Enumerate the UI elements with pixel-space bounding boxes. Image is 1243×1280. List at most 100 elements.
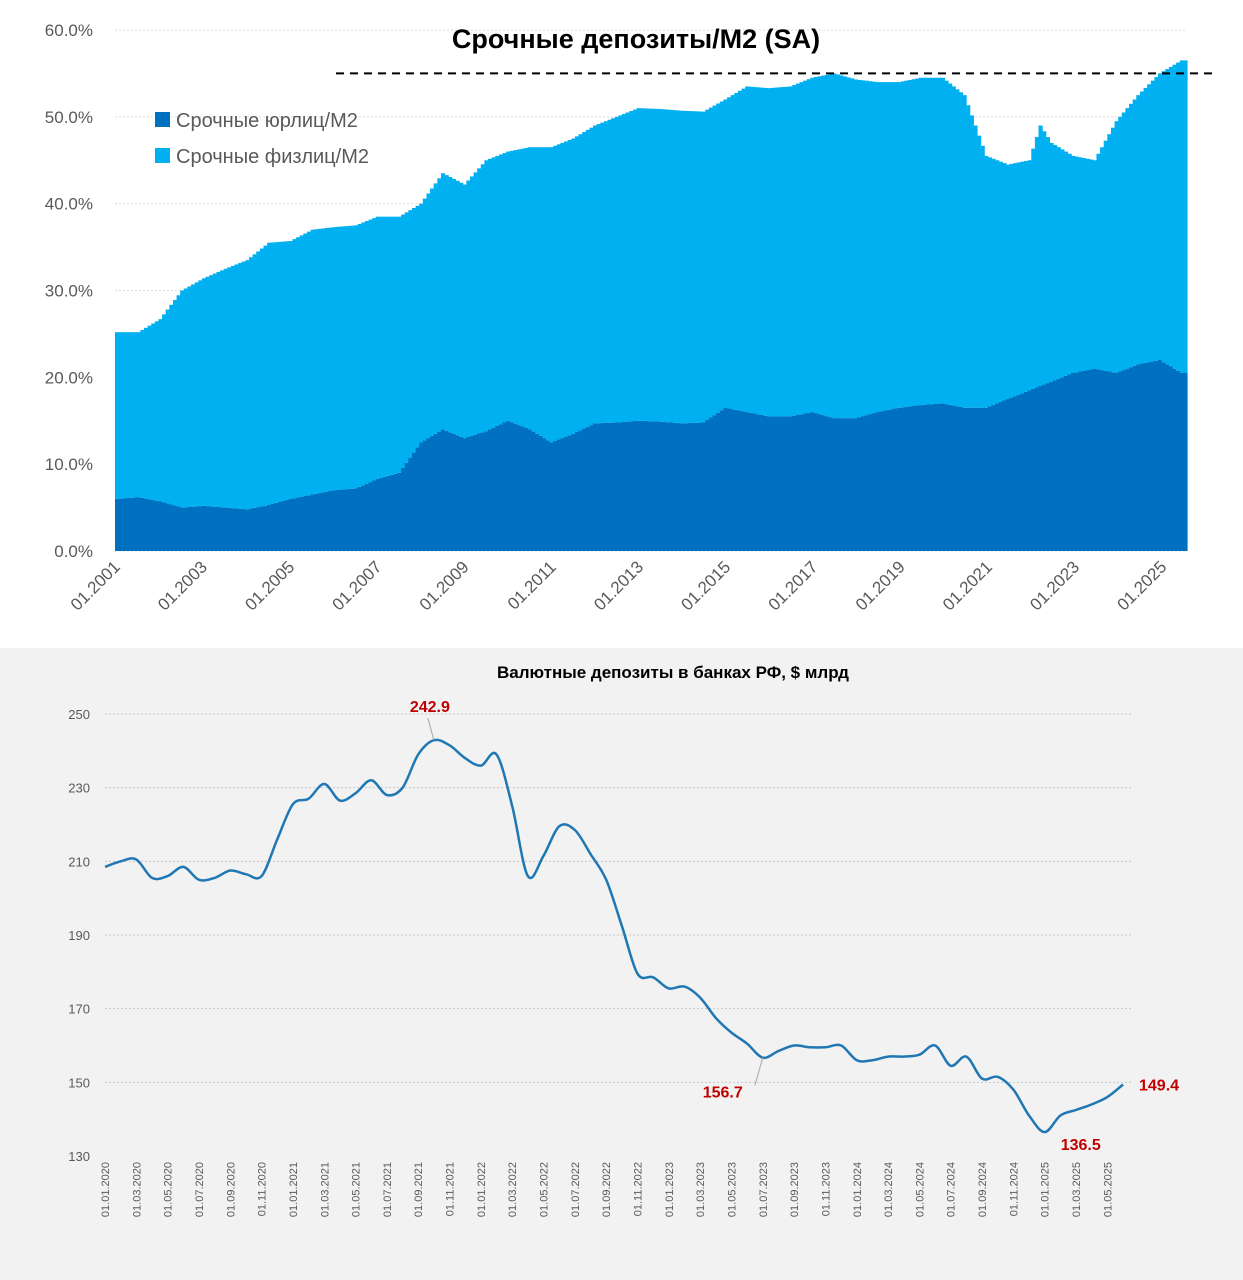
- c1-legend: Срочные юрлиц/М2 Срочные физлиц/М2: [155, 110, 369, 168]
- c1-x-tick-label: 01.2007: [329, 557, 386, 614]
- c1-y-tick-label: 40.0%: [45, 195, 93, 214]
- c1-bar-legal: [886, 409, 891, 551]
- c1-bar-individual: [926, 77, 931, 405]
- c1-bar-individual: [810, 77, 815, 413]
- c1-bar-legal: [1034, 387, 1040, 551]
- c1-bar-individual: [350, 225, 355, 489]
- c1-bar-individual: [737, 90, 743, 411]
- c1-bar-individual: [1179, 60, 1184, 373]
- c1-bar-individual: [1042, 131, 1047, 385]
- c1-bar-individual: [187, 286, 192, 508]
- c1-bar-legal: [455, 435, 460, 551]
- c1-bar-individual: [643, 108, 648, 422]
- c1-bar-legal: [129, 497, 134, 551]
- c1-bar-legal: [274, 502, 279, 551]
- c1-bar-legal: [661, 421, 667, 551]
- c1-y-tick-label: 50.0%: [45, 108, 93, 127]
- c1-bar-individual: [846, 77, 851, 419]
- c1-bar-individual: [495, 155, 500, 426]
- c2-annotation-leader: [427, 718, 435, 741]
- c1-bar-individual: [1009, 163, 1014, 398]
- c1-bar-individual: [748, 86, 753, 413]
- c1-bar-individual: [1060, 149, 1065, 378]
- c1-bar-legal: [908, 406, 913, 551]
- c1-bar-individual: [603, 121, 609, 423]
- c1-bar-legal: [1118, 371, 1123, 551]
- c1-bar-individual: [1172, 64, 1177, 369]
- c1-bar-legal: [401, 467, 406, 551]
- c1-bar-individual: [538, 147, 543, 436]
- c1-bar-individual: [574, 136, 580, 433]
- c1-bar-legal: [556, 439, 562, 551]
- c2-x-tick-label: 01.11.2021: [445, 1162, 457, 1216]
- c1-bar-individual: [1132, 99, 1137, 366]
- c1-bar-legal: [926, 404, 931, 551]
- c1-bar-individual: [274, 242, 279, 503]
- c1-bar-legal: [357, 486, 362, 551]
- c1-bar-individual: [1139, 91, 1145, 364]
- c1-bar-legal: [1056, 378, 1061, 551]
- c1-bar-legal: [712, 415, 717, 551]
- c1-bar-legal: [672, 422, 677, 551]
- c1-bar-legal: [1165, 364, 1170, 551]
- c1-bar-legal: [115, 498, 120, 551]
- c1-bar-legal: [853, 418, 859, 551]
- c2-y-tick-label: 150: [68, 1075, 90, 1090]
- c1-chart-title: Срочные депозиты/М2 (SA): [452, 24, 820, 54]
- c1-bar-individual: [1071, 155, 1076, 373]
- c1-bar-individual: [451, 178, 457, 434]
- c1-bar-legal: [1114, 372, 1119, 551]
- c1-bar-legal: [372, 480, 377, 551]
- c1-bar-legal: [288, 498, 294, 551]
- c1-bar-individual: [719, 101, 725, 411]
- c1-bar-individual: [296, 237, 301, 498]
- c1-bar-individual: [212, 273, 217, 507]
- c1-bar-individual: [459, 182, 464, 437]
- c1-bar-legal: [810, 412, 815, 551]
- c1-bar-legal: [687, 423, 692, 551]
- c2-x-tick-label: 01.05.2020: [163, 1162, 175, 1217]
- c2-x-tick-label: 01.11.2020: [257, 1162, 269, 1216]
- c1-bar-individual: [716, 103, 721, 413]
- c1-bar-individual: [1176, 62, 1181, 371]
- c1-bar-individual: [911, 79, 916, 406]
- c2-annotations: 242.9 156.7 136.5 149.4: [410, 699, 1179, 1154]
- c1-bar-individual: [766, 88, 772, 417]
- c1-bar-legal: [281, 500, 286, 551]
- c1-bar-individual: [571, 138, 576, 434]
- c1-bar-individual: [223, 268, 228, 508]
- c1-bar-legal: [502, 422, 507, 551]
- c2-y-tick-label: 170: [68, 1002, 90, 1017]
- c1-bar-legal: [958, 407, 964, 551]
- c1-bar-individual: [600, 122, 605, 424]
- c1-bar-individual: [484, 160, 489, 432]
- c1-bar-individual: [560, 142, 565, 439]
- c1-bar-legal: [212, 506, 217, 551]
- c1-bar-individual: [491, 157, 496, 428]
- c1-bar-legal: [973, 407, 978, 551]
- c1-bar-individual: [1143, 87, 1148, 363]
- c1-bar-legal: [346, 489, 351, 551]
- c1-bar-legal: [201, 505, 207, 551]
- c1-bar-legal: [191, 506, 196, 551]
- c1-bar-individual: [234, 264, 239, 509]
- c1-bar-legal: [828, 417, 833, 551]
- c1-bar-individual: [777, 87, 782, 417]
- c2-x-tick-label: 01.11.2023: [820, 1162, 832, 1216]
- c1-y-axis: 0.0% 10.0% 20.0% 30.0% 40.0% 50.0% 60.0%: [45, 21, 93, 561]
- c1-bar-legal: [419, 442, 424, 551]
- c1-bar-legal: [596, 423, 601, 551]
- c1-bar-legal: [299, 496, 304, 551]
- c1-bar-individual: [759, 87, 764, 415]
- c1-bar-legal: [332, 490, 337, 551]
- c1-bar-individual: [368, 219, 373, 483]
- c1-bar-legal: [951, 405, 956, 551]
- c1-bar-individual: [1107, 134, 1112, 372]
- c1-bar-legal: [861, 416, 866, 551]
- c1-x-tick-label: 01.2025: [1114, 557, 1171, 614]
- c1-bar-legal: [1089, 369, 1094, 551]
- c1-bar-individual: [730, 95, 735, 410]
- c1-bar-legal: [835, 418, 840, 551]
- c1-bar-legal: [393, 473, 399, 551]
- c1-bar-legal: [578, 430, 583, 551]
